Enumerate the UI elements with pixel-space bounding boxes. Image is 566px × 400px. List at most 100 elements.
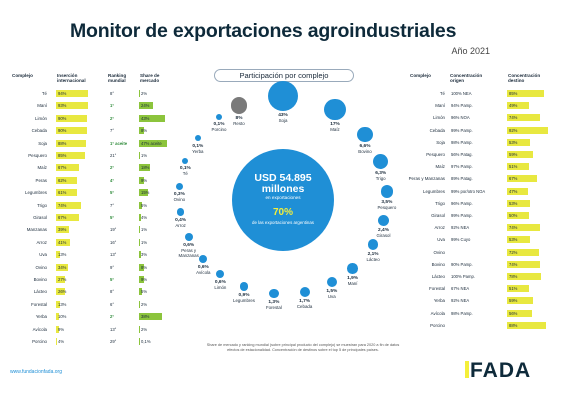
destino-value: 74% xyxy=(509,115,518,121)
origen-value: 96% NOA xyxy=(451,115,470,121)
origen-value: 100% NEA xyxy=(451,91,472,96)
destino-bar xyxy=(507,126,548,134)
origen-value: 89% Patag. xyxy=(451,176,473,182)
bubble-circle xyxy=(373,153,389,169)
insercion-value: 13% xyxy=(58,301,67,307)
share-value: 38% xyxy=(141,314,150,320)
destino-bar xyxy=(507,297,533,305)
bubble-circle xyxy=(230,97,248,114)
bubble-value: 0,1% xyxy=(192,143,204,149)
bubble-value: 2,4% xyxy=(378,228,389,234)
bubble-label: 17% Maíz xyxy=(322,121,348,132)
destino-bar xyxy=(507,187,528,195)
insercion-value: 94% xyxy=(58,91,67,96)
total-sub: en exportaciones xyxy=(265,195,301,200)
share-bar xyxy=(139,102,154,110)
ranking-value: 19° xyxy=(110,227,117,233)
bubble-circle xyxy=(269,288,279,299)
insercion-value: 67% xyxy=(58,215,67,220)
destino-bar xyxy=(507,260,540,268)
bubble-value: 1,7% xyxy=(299,298,311,304)
bubble-circle xyxy=(239,282,249,291)
insercion-value: 10% xyxy=(58,314,67,320)
ranking-value: 5° xyxy=(110,215,115,220)
row-label: Maní xyxy=(435,103,445,109)
bubble-circle xyxy=(326,277,337,288)
share-value: 2% xyxy=(141,326,148,332)
share-bar xyxy=(139,276,145,283)
origen-value: 98% Pamp. xyxy=(451,139,473,145)
share-value: 2% xyxy=(141,301,148,307)
row-label: Té xyxy=(41,91,47,96)
destino-value: 50% xyxy=(509,213,518,218)
insercion-bar xyxy=(56,139,86,147)
origen-value: 99% por/otro NOA xyxy=(451,188,486,194)
bubble-circle xyxy=(175,182,183,190)
destino-bar xyxy=(507,285,530,293)
bubble-label: 0,6% Peras y Manzanas xyxy=(176,242,202,258)
insercion-bar xyxy=(56,164,79,172)
bubble-circle xyxy=(182,158,189,165)
share-value: 3% xyxy=(141,252,148,258)
ranking-value: 9° xyxy=(110,264,115,270)
total-value: USD 54.895 millones xyxy=(254,172,312,195)
destino-value: 53% xyxy=(509,200,518,206)
row-label: Avícola xyxy=(430,310,445,316)
bubble-circle xyxy=(184,232,193,241)
bubble-label: 0,1% Yerba xyxy=(185,143,211,154)
destino-bar xyxy=(507,102,529,110)
bubble-name: Uva xyxy=(327,294,336,300)
destino-value: 53% xyxy=(509,139,518,145)
ranking-value: 6° xyxy=(110,301,115,307)
website-link[interactable]: www.fundacionfada.org xyxy=(10,369,62,375)
destino-value: 92% xyxy=(509,127,518,133)
insercion-bar xyxy=(56,263,68,271)
header-ranking: Ranking mundial xyxy=(108,73,127,83)
ranking-value: 5° xyxy=(110,277,115,282)
row-label: Ovino xyxy=(35,264,47,270)
bubble-circle xyxy=(324,98,346,121)
share-value: 1% xyxy=(141,227,148,233)
destino-bar xyxy=(507,114,540,122)
bubble-circle xyxy=(367,239,379,250)
bubble-name: Avícola xyxy=(196,269,211,275)
bubble-value: 0,9% xyxy=(238,293,250,298)
destino-value: 47% xyxy=(509,188,518,194)
share-bar xyxy=(139,152,140,159)
share-value: 47% aceite xyxy=(141,140,162,146)
insercion-value: 4% xyxy=(58,339,65,344)
row-label: Maní xyxy=(37,103,47,109)
destino-value: 53% xyxy=(509,237,518,243)
share-bar xyxy=(139,214,142,221)
origen-value: 99% Pamp. xyxy=(451,213,473,218)
insercion-bar xyxy=(56,300,61,308)
bubble-name: Bovino xyxy=(358,148,372,154)
destino-value: 74% xyxy=(509,225,518,231)
share-bar xyxy=(139,176,145,184)
insercion-value: 41% xyxy=(58,239,67,245)
row-label: Bovino xyxy=(33,277,47,282)
insercion-value: 27% xyxy=(58,277,67,282)
ranking-value: 2° xyxy=(110,165,115,171)
share-bar xyxy=(139,201,142,209)
insercion-value: 90% xyxy=(58,128,67,134)
header-destino: Concentración destino xyxy=(508,73,541,83)
logo-text: FADA xyxy=(470,359,532,382)
destino-value: 74% xyxy=(509,261,518,267)
bubble-label: 0,4% Arroz xyxy=(168,217,194,228)
destino-bar xyxy=(507,224,540,232)
bubble-label: 0,6% Limón xyxy=(207,279,233,290)
destino-value: 51% xyxy=(509,164,518,170)
bubble-circle xyxy=(194,135,201,142)
destino-value: 59% xyxy=(509,298,518,304)
share-value: 9% xyxy=(141,177,148,183)
share-value: 18% xyxy=(141,165,150,171)
destino-bar xyxy=(507,236,531,244)
row-label: Manzanas xyxy=(26,227,47,233)
share-value: 15% xyxy=(141,190,150,196)
destino-value: 85% xyxy=(509,91,518,96)
share-bar xyxy=(139,189,148,197)
bubble-value: 6,6% xyxy=(359,143,371,149)
share-value: 8% xyxy=(141,264,148,270)
row-label: Trigo xyxy=(37,202,47,208)
